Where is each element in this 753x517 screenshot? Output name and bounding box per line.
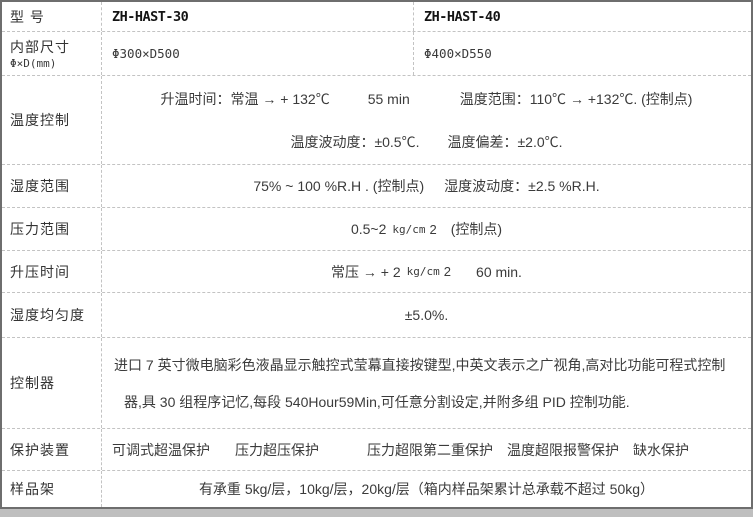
temp-line2: 温度波动度：±0.5℃. 温度偏差：±2.0℃. bbox=[102, 132, 751, 152]
rise-value-cell: 常压 → + 2 kg/cm 2 60 min. bbox=[102, 251, 751, 292]
row-sample-rack: 样品架 有承重 5kg/层，10kg/层，20kg/层（箱内样品架累计总承载不超… bbox=[2, 470, 751, 507]
rise-unit: kg/cm bbox=[406, 265, 440, 278]
model-col1-cell: ZH-HAST-30 bbox=[102, 2, 414, 31]
controller-label: 控制器 bbox=[10, 375, 55, 391]
pressure-label-cell: 压力范围 bbox=[2, 208, 102, 250]
size-values: Φ300×D500 Φ400×D550 bbox=[102, 32, 751, 75]
rack-label-cell: 样品架 bbox=[2, 471, 102, 507]
temp-range: 温度范围：110℃ → +132℃. (控制点) bbox=[459, 90, 693, 107]
size-col1: Φ300×D500 bbox=[112, 46, 180, 61]
pressure-unit: kg/cm bbox=[392, 222, 426, 236]
temp-label: 温度控制 bbox=[10, 112, 70, 128]
uniformity-label: 湿度均匀度 bbox=[10, 307, 85, 323]
controller-label-cell: 控制器 bbox=[2, 338, 102, 428]
controller-line1: 进口 7 英寸微电脑彩色液晶显示触控式莹幕直接按键型,中英文表示之广视角,高对比… bbox=[114, 356, 726, 373]
protection-item-4: 温度超限报警保护 bbox=[507, 441, 619, 458]
protection-value-cell: 可调式超温保护 压力超压保护 压力超限第二重保护 温度超限报警保护 缺水保护 bbox=[102, 429, 751, 470]
rise-label: 升压时间 bbox=[10, 263, 70, 280]
controller-value-cell: 进口 7 英寸微电脑彩色液晶显示触控式莹幕直接按键型,中英文表示之广视角,高对比… bbox=[102, 338, 751, 428]
row-model: 型 号 ZH-HAST-30 ZH-HAST-40 bbox=[2, 2, 751, 31]
model-values: ZH-HAST-30 ZH-HAST-40 bbox=[102, 2, 751, 31]
temp-line1: 升温时间：常温 → + 132℃ 55 min 温度范围：110℃ → +132… bbox=[102, 89, 751, 109]
row-pressure-rise-time: 升压时间 常压 → + 2 kg/cm 2 60 min. bbox=[2, 250, 751, 292]
rack-value-cell: 有承重 5kg/层，10kg/层，20kg/层（箱内样品架累计总承载不超过 50… bbox=[102, 471, 751, 507]
row-humidity-range: 湿度范围 75% ~ 100 %R.H . (控制点) 湿度波动度：±2.5 %… bbox=[2, 164, 751, 207]
model-label: 型 号 bbox=[10, 8, 45, 25]
temp-value-cell: 升温时间：常温 → + 132℃ 55 min 温度范围：110℃ → +132… bbox=[102, 76, 751, 164]
humidity-label-cell: 湿度范围 bbox=[2, 165, 102, 207]
row-controller: 控制器 进口 7 英寸微电脑彩色液晶显示触控式莹幕直接按键型,中英文表示之广视角… bbox=[2, 337, 751, 428]
protection-label-cell: 保护装置 bbox=[2, 429, 102, 470]
temp-label-cell: 温度控制 bbox=[2, 76, 102, 164]
rise-label-cell: 升压时间 bbox=[2, 251, 102, 292]
uniformity-value: ±5.0%. bbox=[404, 307, 449, 323]
model-col2-cell: ZH-HAST-40 bbox=[414, 2, 751, 31]
size-col2: Φ400×D550 bbox=[424, 46, 492, 61]
rack-text: 有承重 5kg/层，10kg/层，20kg/层（箱内样品架累计总承载不超过 50… bbox=[198, 481, 655, 497]
protection-item-3: 压力超限第二重保护 bbox=[367, 441, 493, 458]
row-pressure-range: 压力范围 0.5~2 kg/cm 2 (控制点) bbox=[2, 207, 751, 250]
uniformity-value-cell: ±5.0%. bbox=[102, 293, 751, 337]
temp-rise-time: 55 min bbox=[367, 90, 410, 107]
model-col2: ZH-HAST-40 bbox=[424, 8, 501, 25]
pressure-exponent: 2 bbox=[429, 221, 437, 237]
pressure-value-cell: 0.5~2 kg/cm 2 (控制点) bbox=[102, 208, 751, 250]
row-temperature-control: 温度控制 升温时间：常温 → + 132℃ 55 min 温度范围：110℃ →… bbox=[2, 75, 751, 164]
rise-exponent: 2 bbox=[443, 264, 452, 279]
pressure-range: 0.5~2 bbox=[350, 221, 387, 237]
size-col1-cell: Φ300×D500 bbox=[102, 32, 414, 75]
humidity-label: 湿度范围 bbox=[10, 178, 70, 194]
size-label-line1: 内部尺寸 bbox=[10, 39, 70, 55]
rack-label: 样品架 bbox=[10, 481, 55, 497]
temp-deviation: 温度偏差：±2.0℃. bbox=[447, 133, 563, 150]
protection-label: 保护装置 bbox=[10, 441, 70, 458]
model-col1: ZH-HAST-30 bbox=[112, 8, 189, 25]
pressure-label: 压力范围 bbox=[10, 221, 70, 237]
row-humidity-uniformity: 湿度均匀度 ±5.0%. bbox=[2, 292, 751, 337]
protection-item-2: 压力超压保护 bbox=[235, 441, 319, 458]
rise-duration: 60 min. bbox=[476, 263, 522, 280]
humidity-value-cell: 75% ~ 100 %R.H . (控制点) 湿度波动度：±2.5 %R.H. bbox=[102, 165, 751, 207]
row-inner-size: 内部尺寸 Φ×D(mm) Φ300×D500 Φ400×D550 bbox=[2, 31, 751, 75]
size-col2-cell: Φ400×D550 bbox=[414, 32, 751, 75]
rise-prefix: 常压 → + 2 bbox=[331, 263, 401, 280]
humidity-fluctuation: 湿度波动度：±2.5 %R.H. bbox=[444, 178, 600, 194]
size-label-cell: 内部尺寸 Φ×D(mm) bbox=[2, 32, 102, 75]
pressure-note: (控制点) bbox=[450, 221, 503, 237]
temp-fluctuation: 温度波动度：±0.5℃. bbox=[290, 133, 420, 150]
model-label-cell: 型 号 bbox=[2, 2, 102, 31]
controller-line2: 器,具 30 组程序记忆,每段 540Hour59Min,可任意分割设定,并附多… bbox=[124, 393, 630, 410]
row-protection: 保护装置 可调式超温保护 压力超压保护 压力超限第二重保护 温度超限报警保护 缺… bbox=[2, 428, 751, 470]
humidity-range: 75% ~ 100 %R.H . (控制点) bbox=[253, 178, 425, 194]
protection-item-5: 缺水保护 bbox=[633, 441, 689, 458]
uniformity-label-cell: 湿度均匀度 bbox=[2, 293, 102, 337]
temp-rise: 升温时间：常温 → + 132℃ bbox=[160, 90, 330, 107]
protection-item-1: 可调式超温保护 bbox=[112, 441, 210, 458]
size-label-line2: Φ×D(mm) bbox=[10, 57, 57, 70]
